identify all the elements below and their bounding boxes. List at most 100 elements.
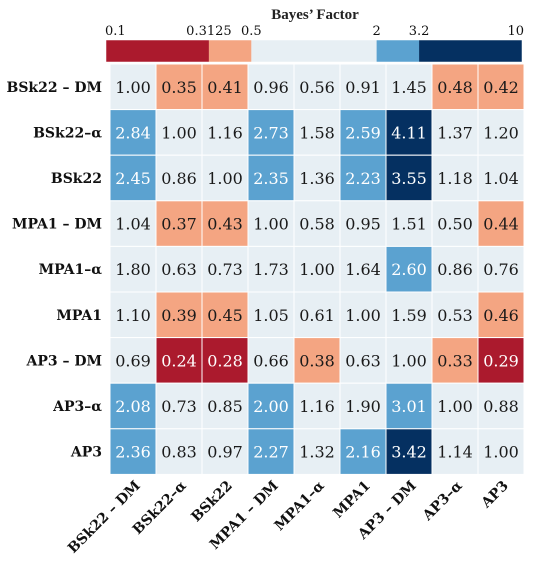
heatmap-cell — [293, 382, 341, 430]
heatmap-cell-value: 0.39 — [161, 306, 197, 325]
heatmap-cell-value: 2.27 — [253, 443, 289, 462]
heatmap-cell-value: 1.58 — [299, 123, 335, 142]
heatmap-cell — [431, 245, 479, 293]
heatmap-cell-value: 1.00 — [253, 215, 289, 234]
heatmap-cell-value: 1.00 — [161, 123, 197, 142]
row-label: BSk22 – DM — [6, 80, 102, 96]
column-label: BSk22 — [188, 478, 235, 525]
heatmap-cell-value: 1.37 — [437, 123, 473, 142]
heatmap-cell — [109, 337, 157, 384]
heatmap-cell-value: 0.48 — [437, 78, 473, 97]
heatmap-cell — [201, 337, 249, 384]
row-label: MPA1–α — [39, 262, 103, 278]
heatmap-cell — [431, 428, 479, 475]
heatmap-cell — [201, 245, 249, 293]
heatmap-cell-value: 1.80 — [115, 260, 151, 279]
colorbar — [105, 39, 523, 63]
heatmap-cell-value: 2.59 — [345, 123, 381, 142]
heatmap-cell — [201, 291, 249, 339]
heatmap-cell — [293, 291, 341, 339]
heatmap-cell-value: 0.56 — [299, 78, 335, 97]
heatmap-cell-value: 1.14 — [437, 443, 473, 462]
heatmap-cell-value: 0.88 — [483, 397, 519, 416]
heatmap-cell-value: 0.69 — [115, 351, 151, 370]
heatmap-cell-value: 3.42 — [391, 443, 427, 462]
colorbar-tick-labels: 0.1 0.3125 0.5 2 3.2 10 — [105, 24, 524, 39]
heatmap-cell — [201, 200, 249, 247]
colorbar-bin-3 — [376, 40, 420, 62]
heatmap-cell — [109, 291, 157, 339]
heatmap-cell — [201, 154, 249, 202]
heatmap-cell-value: 0.29 — [483, 351, 519, 370]
row-label: BSk22–α — [33, 125, 102, 141]
heatmap-cell — [339, 428, 387, 475]
colorbar-tick-label: 0.5 — [241, 24, 262, 39]
heatmap-cell — [247, 154, 295, 202]
heatmap-cell-value: 0.58 — [299, 215, 335, 234]
heatmap-cell-value: 0.53 — [437, 306, 473, 325]
heatmap-cell — [431, 291, 479, 339]
heatmap-cell-value: 2.60 — [391, 260, 427, 279]
colorbar-tick-label: 10 — [507, 24, 524, 39]
heatmap-cell-value: 0.37 — [161, 215, 197, 234]
row-labels: BSk22 – DM BSk22–α BSk22 MPA1 – DM MPA1–α MPA… — [6, 80, 102, 461]
heatmap-cell — [247, 63, 295, 111]
heatmap-cell-value: 1.51 — [391, 215, 427, 234]
heatmap-cell-value: 0.28 — [207, 351, 243, 370]
heatmap-cell-value: 1.36 — [299, 169, 335, 188]
heatmap-cell-value: 1.73 — [253, 260, 289, 279]
heatmap-cell — [293, 200, 341, 247]
heatmap-cell — [339, 63, 387, 111]
colorbar-bin-1 — [208, 40, 252, 62]
heatmap-cell — [385, 337, 433, 384]
heatmap-cell-value: 1.45 — [391, 78, 427, 97]
heatmap-cell — [247, 245, 295, 293]
heatmap-cell-value: 1.20 — [483, 123, 519, 142]
heatmap-cell-value: 2.08 — [115, 397, 151, 416]
heatmap-cell — [247, 382, 295, 430]
colorbar-title: Bayes’ Factor — [271, 7, 359, 23]
heatmap-cell — [247, 200, 295, 247]
heatmap-cell — [385, 109, 433, 156]
colorbar-bin-0 — [106, 40, 209, 62]
heatmap-cell-value: 0.97 — [207, 443, 243, 462]
heatmap-cell — [247, 337, 295, 384]
heatmap-cell — [477, 63, 525, 111]
heatmap-cell-value: 1.64 — [345, 260, 381, 279]
heatmap-cell-value: 4.11 — [391, 123, 427, 142]
heatmap-cell-value: 1.90 — [345, 397, 381, 416]
heatmap-grid: 1.00 0.35 0.41 0.96 0.56 0.91 1.45 0.48 0.42 2.84… — [109, 63, 525, 475]
heatmap-cell-value: 1.59 — [391, 306, 427, 325]
heatmap-cell-value: 0.50 — [437, 215, 473, 234]
heatmap-cell-value: 1.04 — [115, 215, 151, 234]
heatmap-cell-value: 2.84 — [115, 123, 151, 142]
column-label: AP3–α — [419, 478, 466, 525]
heatmap-cell-value: 0.86 — [161, 169, 197, 188]
heatmap-cell-value: 0.73 — [207, 260, 243, 279]
heatmap-cell-value: 1.00 — [299, 260, 335, 279]
heatmap-cell — [477, 337, 525, 384]
heatmap-cell — [431, 200, 479, 247]
row-label: AP3 — [70, 445, 102, 461]
heatmap-cell-value: 0.85 — [207, 397, 243, 416]
heatmap-cell — [109, 428, 157, 475]
heatmap-cell-value: 1.00 — [483, 443, 519, 462]
heatmap-cell — [293, 245, 341, 293]
column-label: BSk22 – DM — [65, 478, 144, 557]
colorbar-tick-label: 3.2 — [409, 24, 430, 39]
heatmap-cell-value: 0.83 — [161, 443, 197, 462]
heatmap-cell-value: 1.16 — [299, 397, 335, 416]
heatmap-cell — [477, 200, 525, 247]
heatmap-cell — [155, 382, 203, 430]
heatmap-cell — [293, 428, 341, 475]
colorbar-frame — [105, 39, 523, 63]
column-label: AP3 — [478, 478, 512, 512]
heatmap-cell-value: 1.00 — [207, 169, 243, 188]
heatmap-cell-value: 0.42 — [483, 78, 519, 97]
heatmap-cell-value: 2.35 — [253, 169, 289, 188]
heatmap-cell-value: 0.73 — [161, 397, 197, 416]
heatmap-cell-value: 0.45 — [207, 306, 243, 325]
heatmap-cell-value: 1.10 — [115, 306, 151, 325]
